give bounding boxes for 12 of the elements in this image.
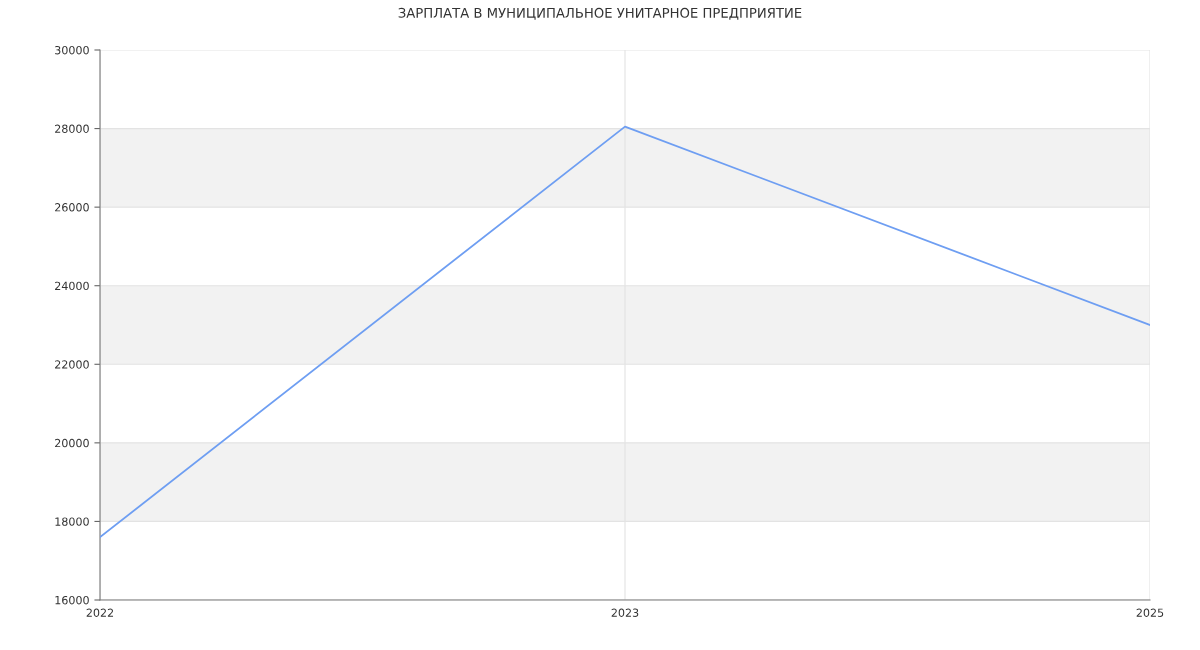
y-tick-label: 20000	[55, 438, 89, 448]
y-tick-label: 30000	[55, 45, 89, 55]
x-tick-label: 2023	[611, 608, 639, 617]
y-tick-label: 26000	[55, 203, 89, 212]
y-tick-label: 18000	[55, 517, 89, 526]
chart-title: ЗАРПЛАТА В МУНИЦИПАЛЬНОЕ УНИТАРНОЕ ПРЕДПРИЯТИЕ	[398, 7, 802, 20]
y-tick-label: 24000	[55, 281, 89, 291]
y-tick-label: 16000	[55, 595, 89, 605]
y-tick-label: 22000	[55, 360, 89, 369]
y-tick-label: 28000	[55, 124, 89, 133]
x-tick-label: 2025	[1136, 608, 1164, 617]
x-tick-label: 2022	[86, 608, 114, 617]
